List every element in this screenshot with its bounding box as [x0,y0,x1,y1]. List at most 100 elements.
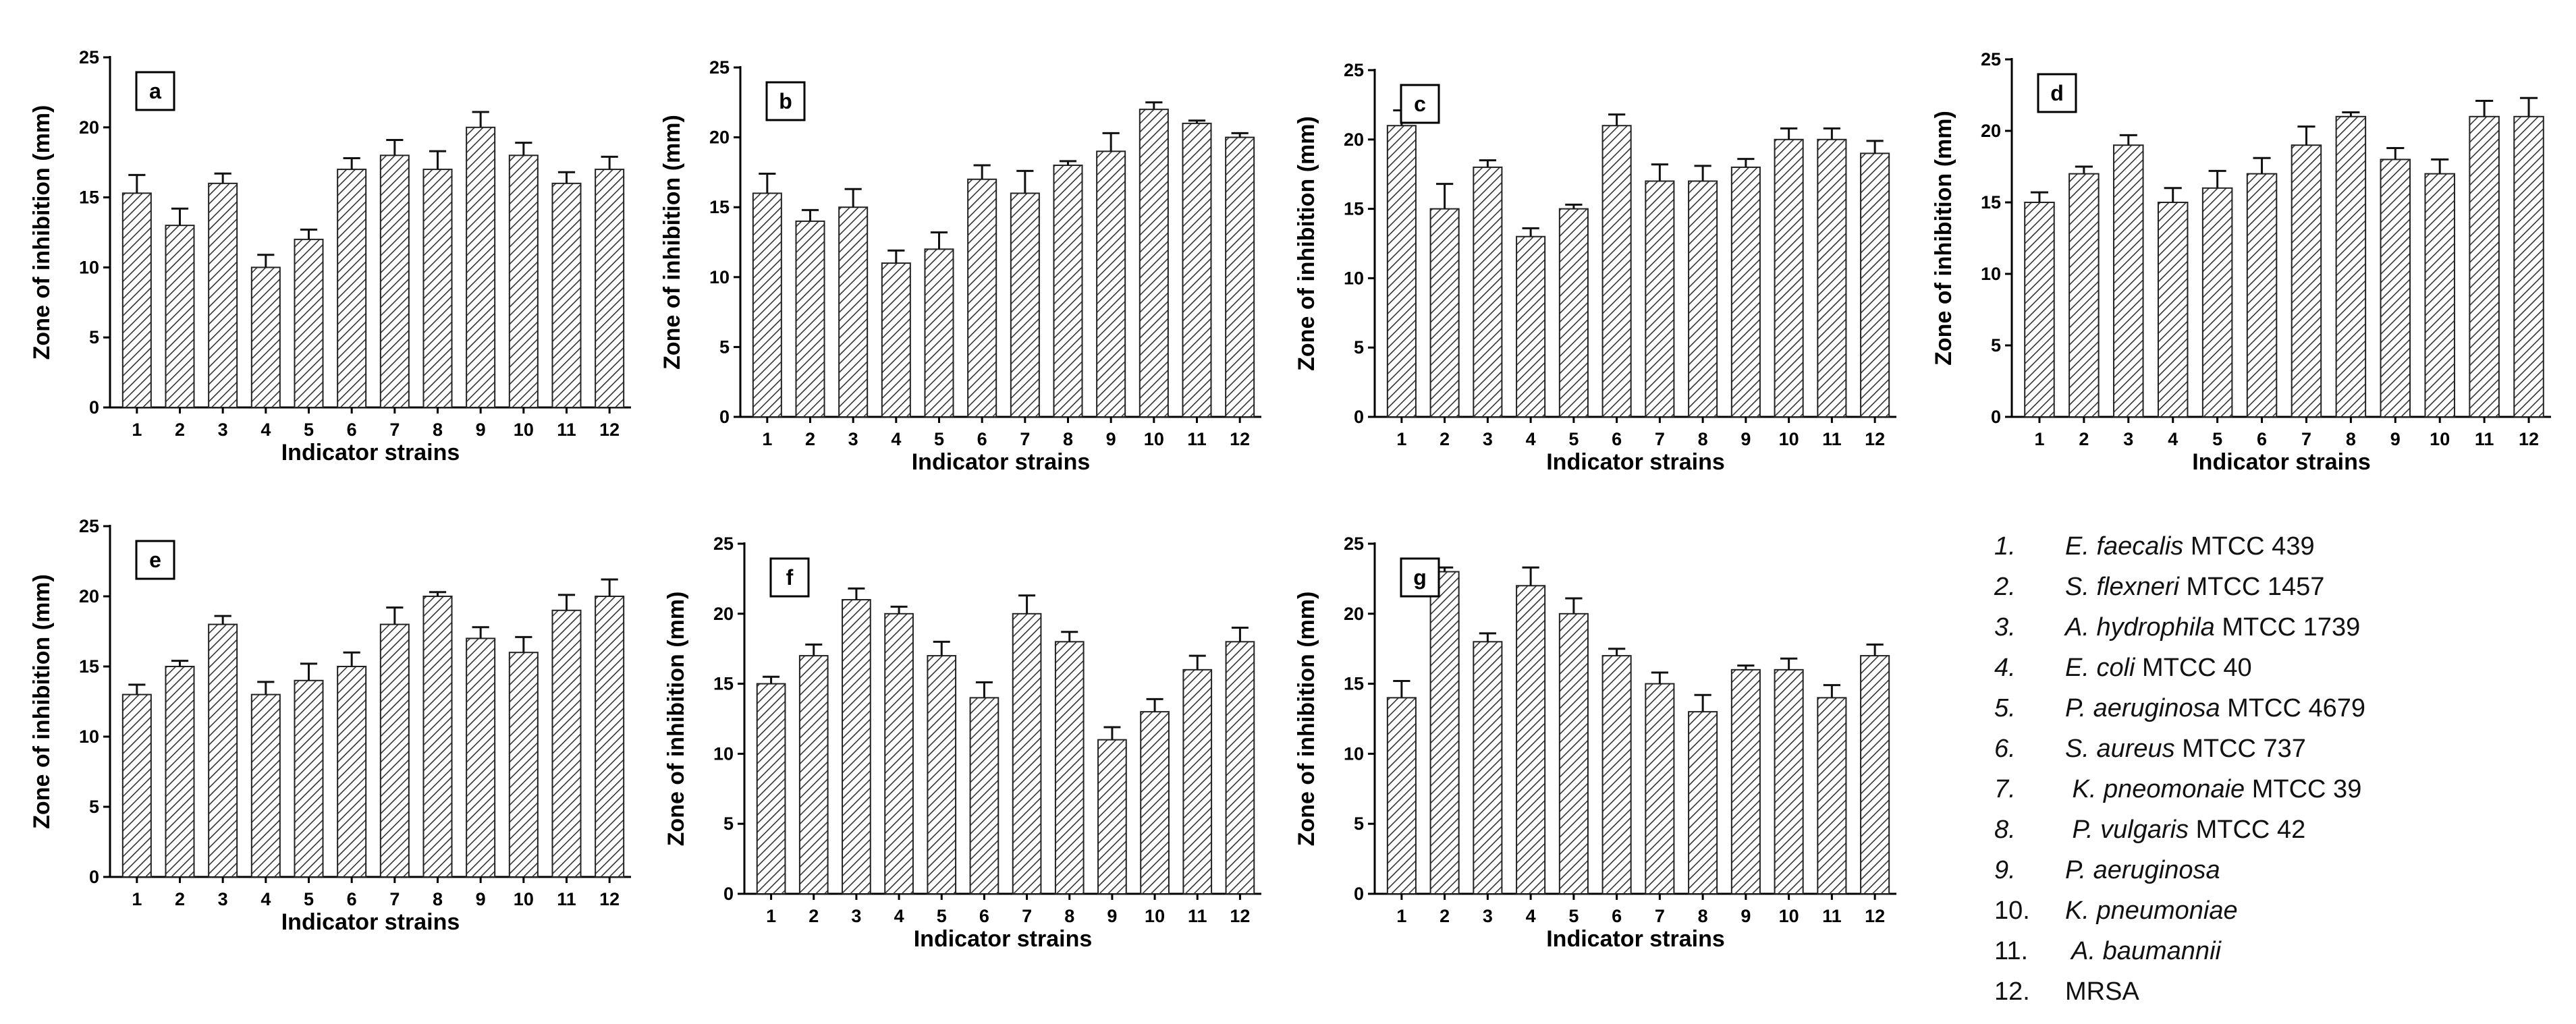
y-tick-label: 20 [1344,130,1364,150]
strain-legend: 1. E. faecalis MTCC 439 2. S. flexneri MTCC… [1994,526,2561,1012]
bar-1 [1386,125,1417,418]
x-tick-label: 6 [1612,906,1622,926]
bar-4 [881,262,911,418]
x-tick-label: 8 [1064,906,1074,926]
x-tick-label: 6 [979,906,989,926]
y-axis-title: Zone of inhibition (mm) [29,105,55,360]
x-tick-label: 8 [1698,429,1708,449]
legend-strain-code: MTCC 737 [2174,735,2306,763]
x-tick-label: 8 [433,420,443,440]
legend-species: A. hydrophila [2065,613,2215,642]
y-tick-label: 0 [719,407,730,427]
x-tick-label: 4 [2168,429,2178,449]
x-tick-label: 4 [1526,429,1536,449]
x-tick-label: 7 [1022,906,1032,926]
panel-label-box [1400,84,1440,124]
bar-4 [1516,585,1546,895]
legend-number: 6. [1994,735,2016,763]
legend-item: 12. MRSA [1994,971,2561,1012]
x-tick-label: 7 [1020,429,1030,449]
bar-2 [165,666,195,878]
y-tick-label: 15 [709,197,730,217]
x-tick-label: 5 [2212,429,2222,449]
bar-12 [1225,136,1255,418]
bar-12 [2513,115,2544,418]
y-axis-title: Zone of inhibition (mm) [663,592,689,847]
y-tick-label: 5 [1991,335,2001,355]
x-tick-label: 9 [2390,429,2401,449]
y-tick-label: 0 [1991,407,2001,427]
legend-number: 7. [1994,775,2016,803]
legend-item: 1. E. faecalis MTCC 439 [1994,526,2561,567]
x-tick-label: 5 [937,906,947,926]
x-tick-label: 7 [1655,906,1665,926]
y-axis-title: Zone of inhibition (mm) [1931,111,1956,366]
y-tick-label: 10 [1344,743,1364,764]
y-tick-label: 10 [709,267,730,287]
y-tick-label: 10 [79,727,99,747]
y-tick-label: 20 [1981,121,2001,141]
x-tick-label: 5 [304,889,314,909]
x-tick-label: 10 [1779,429,1799,449]
legend-item: 2. S. flexneri MTCC 1457 [1994,567,2561,607]
legend-strain-code: MTCC 439 [2183,532,2315,561]
legend-number: 3. [1994,613,2016,642]
x-tick-label: 4 [1526,906,1536,926]
x-tick-label: 3 [2123,429,2133,449]
legend-species: E. faecalis [2065,532,2184,561]
x-tick-label: 12 [1230,906,1250,926]
bar-8 [1054,641,1085,894]
legend-item: 7. K. pneomonaie MTCC 39 [1994,769,2561,809]
x-axis-title: Indicator strains [912,449,1091,475]
legend-species: P. aeruginosa [2065,856,2220,884]
x-tick-label: 2 [175,420,185,440]
bar-5 [1558,613,1589,894]
x-tick-label: 8 [2346,429,2356,449]
bar-9 [1730,166,1761,418]
bar-7 [1645,180,1675,418]
x-tick-label: 9 [476,889,486,909]
x-tick-label: 5 [1568,429,1579,449]
y-axis-title: Zone of inhibition (mm) [1294,592,1319,847]
bar-1 [1386,697,1417,894]
legend-species: S. aureus [2065,735,2175,763]
y-tick-label: 0 [723,884,734,904]
legend-number: 1. [1994,532,2016,561]
y-tick-label: 20 [709,127,730,148]
bar-2 [795,220,825,418]
y-tick-label: 10 [1344,268,1364,288]
legend-number: 2. [1994,573,2016,601]
x-tick-label: 11 [557,420,576,440]
y-axis-title: Zone of inhibition (mm) [659,115,685,370]
legend-strain-code: MRSA [2065,977,2139,1006]
bar-7 [379,154,410,408]
panel-label-box [2037,73,2077,113]
legend-item: 10. K. pneumoniae [1994,890,2561,931]
x-tick-label: 6 [347,889,357,909]
y-tick-label: 25 [709,57,730,78]
bar-5 [294,679,324,878]
x-tick-label: 3 [218,420,228,440]
bar-7 [1645,683,1675,894]
bar-12 [1860,655,1890,895]
bar-6 [1601,125,1632,418]
y-tick-label: 15 [1981,192,2001,212]
bar-12 [1860,152,1890,418]
bar-1 [121,693,152,878]
bar-8 [1688,180,1718,418]
bar-10 [1139,109,1169,418]
x-axis-title: Indicator strains [2192,449,2371,475]
legend-number: 11. [1994,937,2029,965]
legend-species: P. vulgaris [2065,816,2189,844]
x-tick-label: 1 [132,420,142,440]
bar-1 [121,192,152,408]
bar-1 [2024,202,2055,418]
legend-number: 4. [1994,654,2016,682]
panel-label: c [1414,92,1426,116]
y-tick-label: 20 [713,604,734,624]
y-tick-label: 5 [89,327,99,347]
x-tick-label: 2 [1440,906,1450,926]
